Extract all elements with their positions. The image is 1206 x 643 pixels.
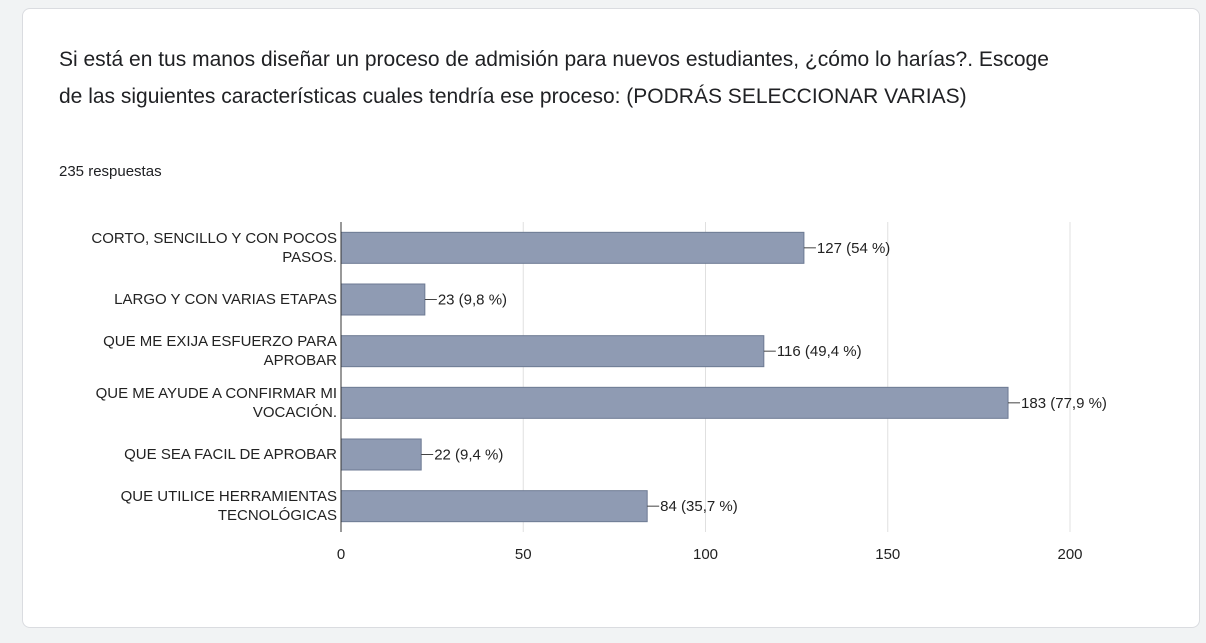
x-tick-label: 200 bbox=[1057, 546, 1082, 563]
bar bbox=[340, 231, 805, 264]
x-tick-label: 0 bbox=[337, 546, 345, 563]
bar bbox=[340, 335, 765, 368]
x-tick-label: 150 bbox=[875, 546, 900, 563]
card: Si está en tus manos diseñar un proceso … bbox=[22, 8, 1200, 628]
bar bbox=[340, 283, 426, 316]
value-label: 183 (77,9 %) bbox=[1021, 395, 1107, 412]
category-label: QUE ME AYUDE A CONFIRMAR MI VOCACIÓN. bbox=[95, 384, 337, 421]
question-title: Si está en tus manos diseñar un proceso … bbox=[59, 48, 1049, 108]
value-label: 22 (9,4 %) bbox=[434, 447, 503, 464]
value-label: 84 (35,7 %) bbox=[660, 498, 738, 515]
value-label: 127 (54 %) bbox=[817, 240, 890, 257]
x-tick-label: 50 bbox=[515, 546, 532, 563]
category-label: LARGO Y CON VARIAS ETAPAS bbox=[114, 291, 337, 308]
category-label: QUE UTILICE HERRAMIENTAS TECNOLÓGICAS bbox=[120, 488, 337, 525]
bar bbox=[340, 490, 648, 523]
value-label: 23 (9,8 %) bbox=[438, 292, 507, 309]
category-label: QUE SEA FACIL DE APROBAR bbox=[124, 446, 337, 463]
category-label: QUE ME EXIJA ESFUERZO PARA APROBAR bbox=[103, 333, 337, 370]
response-count: 235 respuestas bbox=[59, 163, 162, 180]
x-tick-label: 100 bbox=[693, 546, 718, 563]
bar bbox=[340, 386, 1009, 419]
bar bbox=[340, 438, 422, 471]
category-label: CORTO, SENCILLO Y CON POCOS PASOS. bbox=[91, 229, 337, 266]
value-label: 116 (49,4 %) bbox=[777, 343, 862, 360]
